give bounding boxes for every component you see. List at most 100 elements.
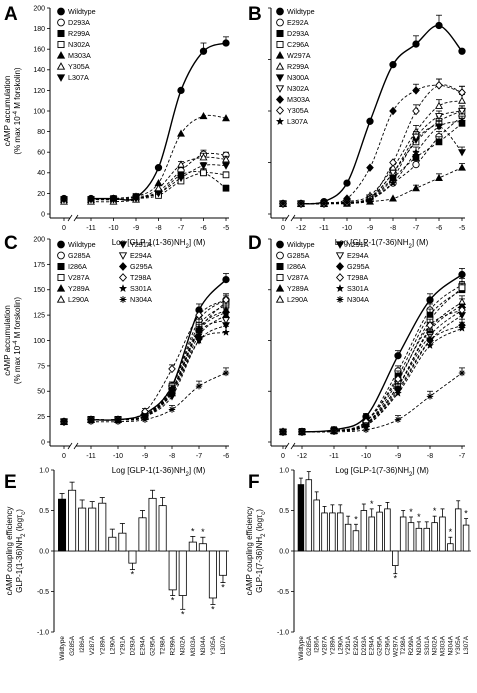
legend-label: Y305A xyxy=(68,62,90,71)
bar-N300A xyxy=(415,527,423,552)
marker-square xyxy=(276,273,284,282)
legend-label: E294A xyxy=(347,251,369,260)
category-label: N302A xyxy=(432,635,439,655)
category-label: M303A xyxy=(439,635,446,656)
y-tick-label: 150 xyxy=(33,287,45,294)
x-tick-label: -7 xyxy=(178,225,184,232)
series-Y289A xyxy=(60,308,230,425)
bar-C296A xyxy=(384,508,391,552)
x-tick-label: -11 xyxy=(329,453,339,460)
marker-triangle-down xyxy=(87,196,95,204)
series-N304A xyxy=(279,367,466,436)
x-tick-label: -11 xyxy=(86,225,96,232)
category-label: I286A xyxy=(79,635,86,652)
marker-triangle-down xyxy=(199,162,208,170)
significance-star: * xyxy=(433,506,437,516)
category-label: T298A xyxy=(400,635,407,655)
legend-label: V287A xyxy=(287,273,309,282)
bar-Y305A xyxy=(454,508,462,552)
marker-asterisk xyxy=(60,418,68,425)
y-tick-label: 0 xyxy=(41,211,45,218)
y-tick-label: 100 xyxy=(33,108,45,115)
x-tick-label: -12 xyxy=(297,453,307,460)
curve-Wildtype xyxy=(90,279,227,421)
x-tick-label: -9 xyxy=(142,453,148,460)
significance-star: * xyxy=(409,507,413,517)
series-V287A xyxy=(279,281,466,436)
y-tick-label: 175 xyxy=(33,262,45,269)
marker-circle xyxy=(412,160,420,169)
category-label: R299A xyxy=(408,635,415,655)
y-axis-label-unit: (% max 10-4 M forskolin) xyxy=(13,67,22,154)
x-tick-label: -11 xyxy=(319,225,329,232)
marker-triangle-down xyxy=(222,162,230,170)
category-label: E294A xyxy=(140,635,147,655)
significance-star: * xyxy=(181,609,185,619)
x-tick-label: -8 xyxy=(169,453,175,460)
marker-asterisk xyxy=(336,296,344,303)
x-tick-label: -5 xyxy=(223,225,229,232)
panel-letter: B xyxy=(248,4,262,25)
curve-N304A xyxy=(90,372,227,423)
marker-asterisk xyxy=(394,416,402,423)
category-label: I286A xyxy=(314,635,321,652)
marker-triangle-down xyxy=(335,252,345,260)
marker-circle xyxy=(57,18,65,27)
bar-E292A xyxy=(352,530,360,552)
panel-F: -1.0 -0.5 0.0 0.5 1.0 cAMP coupling efficienc… xyxy=(245,467,471,661)
y-tick-label: 0.5 xyxy=(279,508,289,515)
category-label: W297A xyxy=(392,635,399,657)
significance-star: * xyxy=(191,526,195,536)
y-tick-label: 0 xyxy=(41,439,45,446)
marker-star xyxy=(434,122,444,130)
bar-Wildtype xyxy=(297,484,305,552)
significance-star: * xyxy=(131,570,135,580)
marker-diamond xyxy=(195,310,203,320)
legend-label: G285A xyxy=(68,251,91,260)
legend-label: E292A xyxy=(287,18,309,27)
marker-triangle xyxy=(56,284,66,292)
category-label: N300A xyxy=(416,635,423,655)
legend-label: L307A xyxy=(68,73,89,82)
x-tick-label: -5 xyxy=(459,225,465,232)
marker-asterisk xyxy=(141,416,149,423)
marker-triangle-down xyxy=(275,85,285,93)
y-tick-label: -1.0 xyxy=(37,629,49,636)
x-tick-label: -9 xyxy=(367,225,373,232)
marker-triangle xyxy=(435,101,443,109)
marker-star xyxy=(278,199,288,208)
bar-I286A xyxy=(313,499,320,552)
axis-break xyxy=(284,442,296,450)
marker-diamond xyxy=(195,326,203,335)
marker-triangle xyxy=(458,96,466,104)
bar-G295A xyxy=(148,497,157,552)
marker-circle xyxy=(394,352,402,360)
marker-star xyxy=(167,389,177,397)
marker-circle xyxy=(426,296,434,304)
x-tick-label: 0 xyxy=(62,225,66,232)
y-tick-label: 40 xyxy=(37,170,45,177)
category-label: Y291A xyxy=(345,635,352,655)
y-tick-label: 50 xyxy=(37,389,45,396)
legend-label: I286A xyxy=(287,262,306,271)
y-tick-label: -0.5 xyxy=(277,589,289,596)
series-S301A xyxy=(278,321,467,436)
marker-star xyxy=(365,195,375,204)
significance-star: * xyxy=(464,509,468,519)
category-label: E292A xyxy=(353,635,360,655)
marker-triangle xyxy=(222,155,230,163)
significance-star: * xyxy=(171,596,175,606)
bar-V287A xyxy=(321,512,328,552)
category-label: N302A xyxy=(180,635,187,655)
axis-break xyxy=(67,442,79,450)
category-label: Wildtype xyxy=(298,636,305,661)
panel-letter: C xyxy=(4,233,18,254)
y-axis-label: cAMP coupling efficiency xyxy=(5,507,14,596)
marker-triangle xyxy=(177,160,185,168)
bar-E294A xyxy=(368,516,375,552)
panel-letter: D xyxy=(248,233,262,254)
significance-star: * xyxy=(417,512,421,522)
bar-L290A xyxy=(108,536,117,552)
marker-star xyxy=(457,117,467,125)
